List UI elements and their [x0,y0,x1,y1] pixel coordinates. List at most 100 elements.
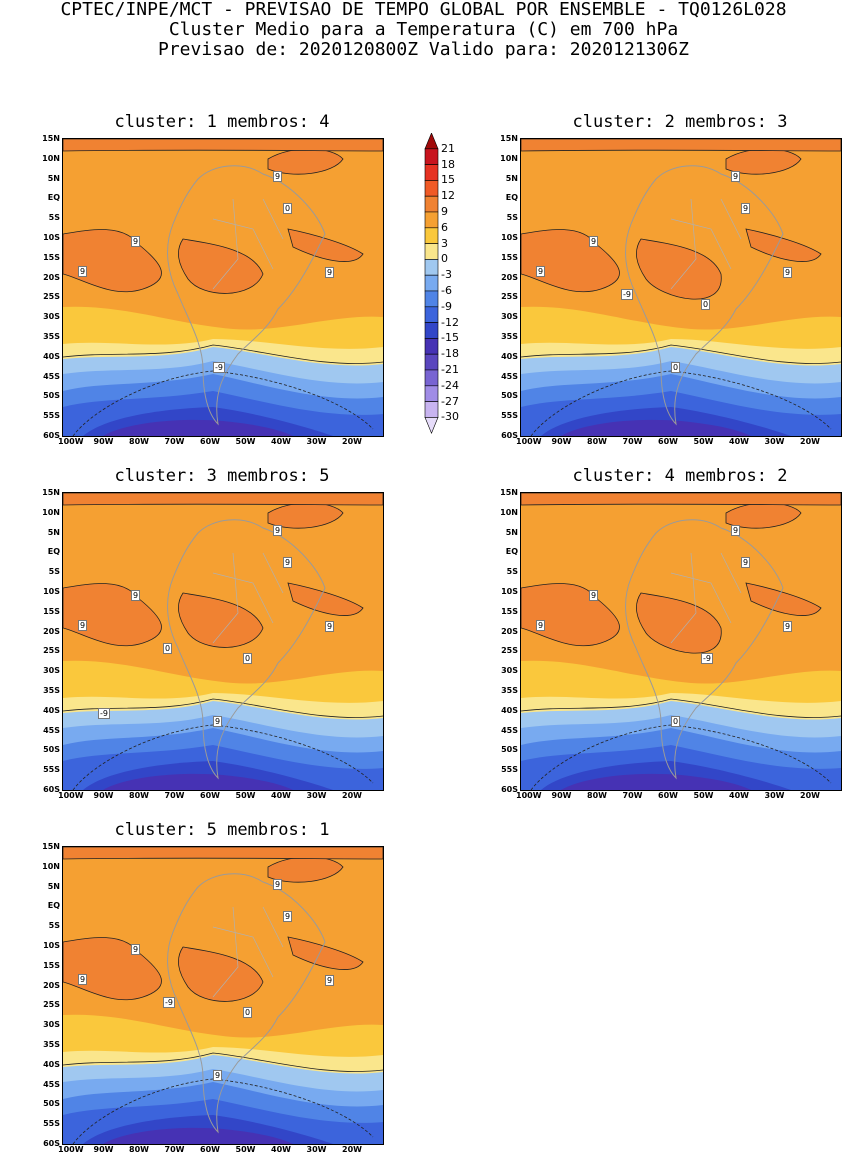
longitude-tick-label: 40W [271,1145,291,1154]
temperature-field [63,847,383,1144]
contour-label: 9 [589,236,599,247]
longitude-tick-label: 90W [93,1145,114,1154]
latitude-tick-label: 5S [506,213,518,223]
latitude-tick-label: EQ [505,547,518,557]
colorbar-label: 12 [441,189,455,203]
country-borders [212,552,284,644]
latitude-tick-label: 25S [43,292,60,302]
warm-region [521,139,841,152]
colorbar-swatch [424,290,439,308]
colorbar-label: 9 [441,205,448,218]
latitude-tick-label: EQ [505,193,518,203]
contour-label: 9 [325,621,335,632]
contour-label: 9 [131,590,141,601]
latitude-tick-label: 10S [501,233,518,242]
contour-label: 9 [741,203,751,214]
longitude-tick-label: 90W [93,791,114,800]
contour-label: 9 [131,944,141,955]
colorbar-label: -9 [441,299,452,313]
colorbar-label: -21 [441,363,459,376]
latitude-tick-label: 35S [501,686,518,695]
latitude-tick-label: 15N [500,488,518,497]
latitude-tick-label: 45S [501,725,518,735]
longitude-tick-label: 20W [342,1145,362,1154]
zero-isotherm [63,1052,383,1072]
temperature-field [521,493,841,790]
latitude-tick-label: EQ [47,193,60,203]
contour-label: 0 [283,203,293,214]
colorbar-swatch [424,274,439,292]
latitude-tick-label: 55S [43,1119,60,1129]
colorbar-label: -30 [441,410,459,424]
contour-label: 0 [243,1007,253,1018]
contour-band [561,773,751,790]
contour-label: 0 [671,362,681,373]
contour-band [103,773,293,790]
coastline [167,519,326,780]
warm-region [63,493,383,506]
latitude-tick-label: 10S [43,941,60,950]
longitude-tick-label: 70W [164,1145,185,1154]
contour-label: -9 [213,362,225,373]
contour-label: 9 [731,171,741,182]
latitude-tick-label: 15N [42,134,60,143]
contour-label: 0 [701,299,711,310]
country-borders [670,552,742,644]
colorbar-swatch [424,148,439,165]
colorbar-swatch [424,259,439,276]
coastline [167,873,326,1134]
longitude-tick-label: 100W [58,791,84,800]
latitude-tick-label: 25S [43,646,60,656]
contour-label: 9 [536,266,546,277]
latitude-tick-label: 50S [43,1099,60,1109]
latitude-tick-label: 35S [43,1040,60,1049]
contour-label: 9 [589,590,599,601]
latitude-tick-label: 50S [501,745,518,755]
latitude-tick-label: 10N [42,507,60,517]
contour-label: -9 [163,997,175,1008]
contour-label: -9 [621,289,633,300]
contour-label: 9 [273,171,283,182]
colorbar-label: 21 [441,141,455,155]
warm-region [287,582,364,616]
colorbar-label: 15 [441,173,455,187]
contour-label: -9 [98,708,110,719]
latitude-tick-label: 30S [43,666,60,676]
longitude-tick-label: 50W [693,791,714,800]
latitude-tick-label: 45S [43,725,60,735]
longitude-tick-label: 60W [658,437,678,446]
contour-label: 0 [243,653,253,664]
header-line-1: CPTEC/INPE/MCT - PREVISAO DE TEMPO GLOBA… [60,0,787,20]
colorbar-swatch [424,164,439,181]
colorbar-swatch [424,385,439,402]
latitude-tick-label: 5N [505,527,518,537]
longitude-tick-label: 20W [342,437,362,446]
colorbar-label: -24 [441,378,459,392]
latitude-tick-label: 30S [501,666,518,676]
latitude-tick-label: 15S [43,252,60,262]
latitude-tick-label: 20S [43,626,60,636]
longitude-tick-label: 70W [164,791,185,800]
map-plot: 9 9 9 9 9 9 0 0 -9 [62,492,384,791]
coastline [625,519,784,780]
warm-region [287,936,364,970]
longitude-tick-label: 40W [729,437,749,446]
latitude-tick-label: 5N [505,173,518,183]
latitude-tick-label: 5S [48,567,60,577]
contour-band [103,419,293,436]
latitude-tick-label: 25S [501,646,518,656]
warm-region [745,228,822,262]
latitude-tick-label: 45S [501,371,518,381]
longitude-tick-label: 20W [342,791,362,800]
colorbar-swatch [424,306,439,323]
colorbar-swatch [424,353,439,371]
latitude-tick-label: 20S [501,272,518,282]
panel-title: cluster: 2 membros: 3 [572,112,788,132]
latitude-tick-label: 5S [506,567,518,577]
longitude-tick-label: 80W [587,437,607,446]
warm-region [287,228,364,262]
latitude-tick-label: 60S [501,785,518,794]
longitude-tick-label: 80W [129,437,149,446]
contour-label: 9 [536,620,546,631]
colorbar-swatch [424,401,439,418]
